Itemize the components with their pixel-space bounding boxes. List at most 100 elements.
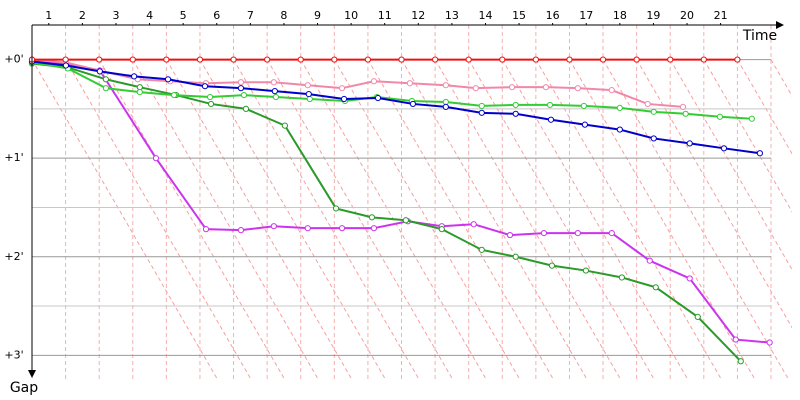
data-point <box>102 85 110 92</box>
lap-diagonal <box>669 59 792 271</box>
data-point <box>96 68 103 75</box>
data-point <box>618 274 625 281</box>
data-point <box>332 205 340 212</box>
data-point <box>305 90 312 98</box>
data-point <box>512 101 519 109</box>
data-point <box>340 95 348 103</box>
data-point <box>546 101 554 109</box>
data-point <box>163 56 170 63</box>
data-point <box>272 93 279 101</box>
data-point <box>542 84 550 91</box>
data-point <box>237 85 245 92</box>
x-tick-label: 18 <box>613 9 627 22</box>
data-point <box>700 56 707 63</box>
lap-diagonal <box>770 59 792 97</box>
x-axis-arrow <box>776 21 784 29</box>
data-point <box>548 262 556 269</box>
data-point <box>748 115 755 122</box>
data-point <box>756 150 764 157</box>
x-tick-label: 6 <box>213 9 220 22</box>
data-point <box>650 135 657 142</box>
data-point <box>608 229 615 237</box>
data-point <box>131 73 138 80</box>
y-axis-title: Gap <box>10 380 38 396</box>
lap-diagonal <box>636 59 792 329</box>
data-point <box>297 56 304 63</box>
data-point <box>547 116 555 123</box>
data-point <box>206 93 214 101</box>
lap-diagonal <box>333 59 521 381</box>
series-line <box>31 60 770 344</box>
data-point <box>237 227 245 234</box>
data-point <box>271 88 278 95</box>
data-point <box>442 82 449 89</box>
lap-diagonal <box>65 59 252 381</box>
data-point <box>207 100 215 108</box>
x-tick-label: 13 <box>445 9 459 22</box>
data-point <box>164 76 172 83</box>
data-point <box>616 126 623 133</box>
data-point <box>566 56 573 63</box>
y-tick-label: +1' <box>4 151 23 164</box>
data-point <box>574 229 581 237</box>
lap-diagonal <box>199 59 387 381</box>
y-tick-label: +3' <box>4 348 23 361</box>
data-point <box>478 109 485 116</box>
x-tick-label: 4 <box>146 9 153 22</box>
data-point <box>720 145 728 152</box>
x-tick-label: 14 <box>478 9 492 22</box>
x-tick-label: 17 <box>579 9 593 22</box>
data-point <box>716 113 724 120</box>
x-tick-label: 20 <box>680 9 694 22</box>
data-point <box>646 257 653 264</box>
data-point <box>734 56 741 63</box>
data-point <box>686 140 693 147</box>
data-point <box>766 339 773 346</box>
data-point <box>136 89 143 96</box>
series-line <box>31 58 684 108</box>
data-point <box>650 108 657 115</box>
data-point <box>368 214 376 221</box>
data-point <box>599 56 607 63</box>
x-tick-label: 11 <box>378 9 392 22</box>
x-tick-label: 10 <box>344 9 358 22</box>
data-point <box>136 84 143 91</box>
x-tick-label: 3 <box>112 9 119 22</box>
data-point <box>398 56 405 63</box>
x-tick-label: 7 <box>247 9 254 22</box>
data-point <box>644 100 651 108</box>
data-point <box>499 56 506 63</box>
data-point <box>608 87 615 94</box>
data-point <box>478 246 485 253</box>
lap-diagonal <box>233 59 420 381</box>
series-line <box>31 60 761 155</box>
data-point <box>306 95 313 103</box>
x-tick-label: 5 <box>180 9 187 22</box>
data-point <box>686 275 693 282</box>
lap-diagonal <box>535 59 723 381</box>
lap-diagonal <box>165 59 353 381</box>
data-point <box>170 91 178 99</box>
x-tick-label: 12 <box>411 9 425 22</box>
data-point <box>62 56 69 63</box>
data-point <box>679 103 687 111</box>
data-point <box>465 56 472 63</box>
x-tick-label: 21 <box>714 9 728 22</box>
data-point <box>580 102 587 110</box>
data-point <box>442 103 449 111</box>
data-point <box>370 225 378 232</box>
data-point <box>652 284 659 291</box>
data-point <box>438 226 445 233</box>
data-point <box>633 56 640 63</box>
data-point <box>102 76 110 83</box>
data-point <box>667 56 674 63</box>
x-tick-label: 16 <box>546 9 560 22</box>
lap-diagonal <box>434 59 622 381</box>
data-point <box>442 98 449 106</box>
data-point <box>202 226 210 233</box>
lap-diagonal <box>468 59 655 381</box>
lap-diagonal <box>98 59 286 381</box>
data-point <box>374 94 382 102</box>
data-point <box>62 62 70 69</box>
lap-diagonal <box>602 59 790 381</box>
